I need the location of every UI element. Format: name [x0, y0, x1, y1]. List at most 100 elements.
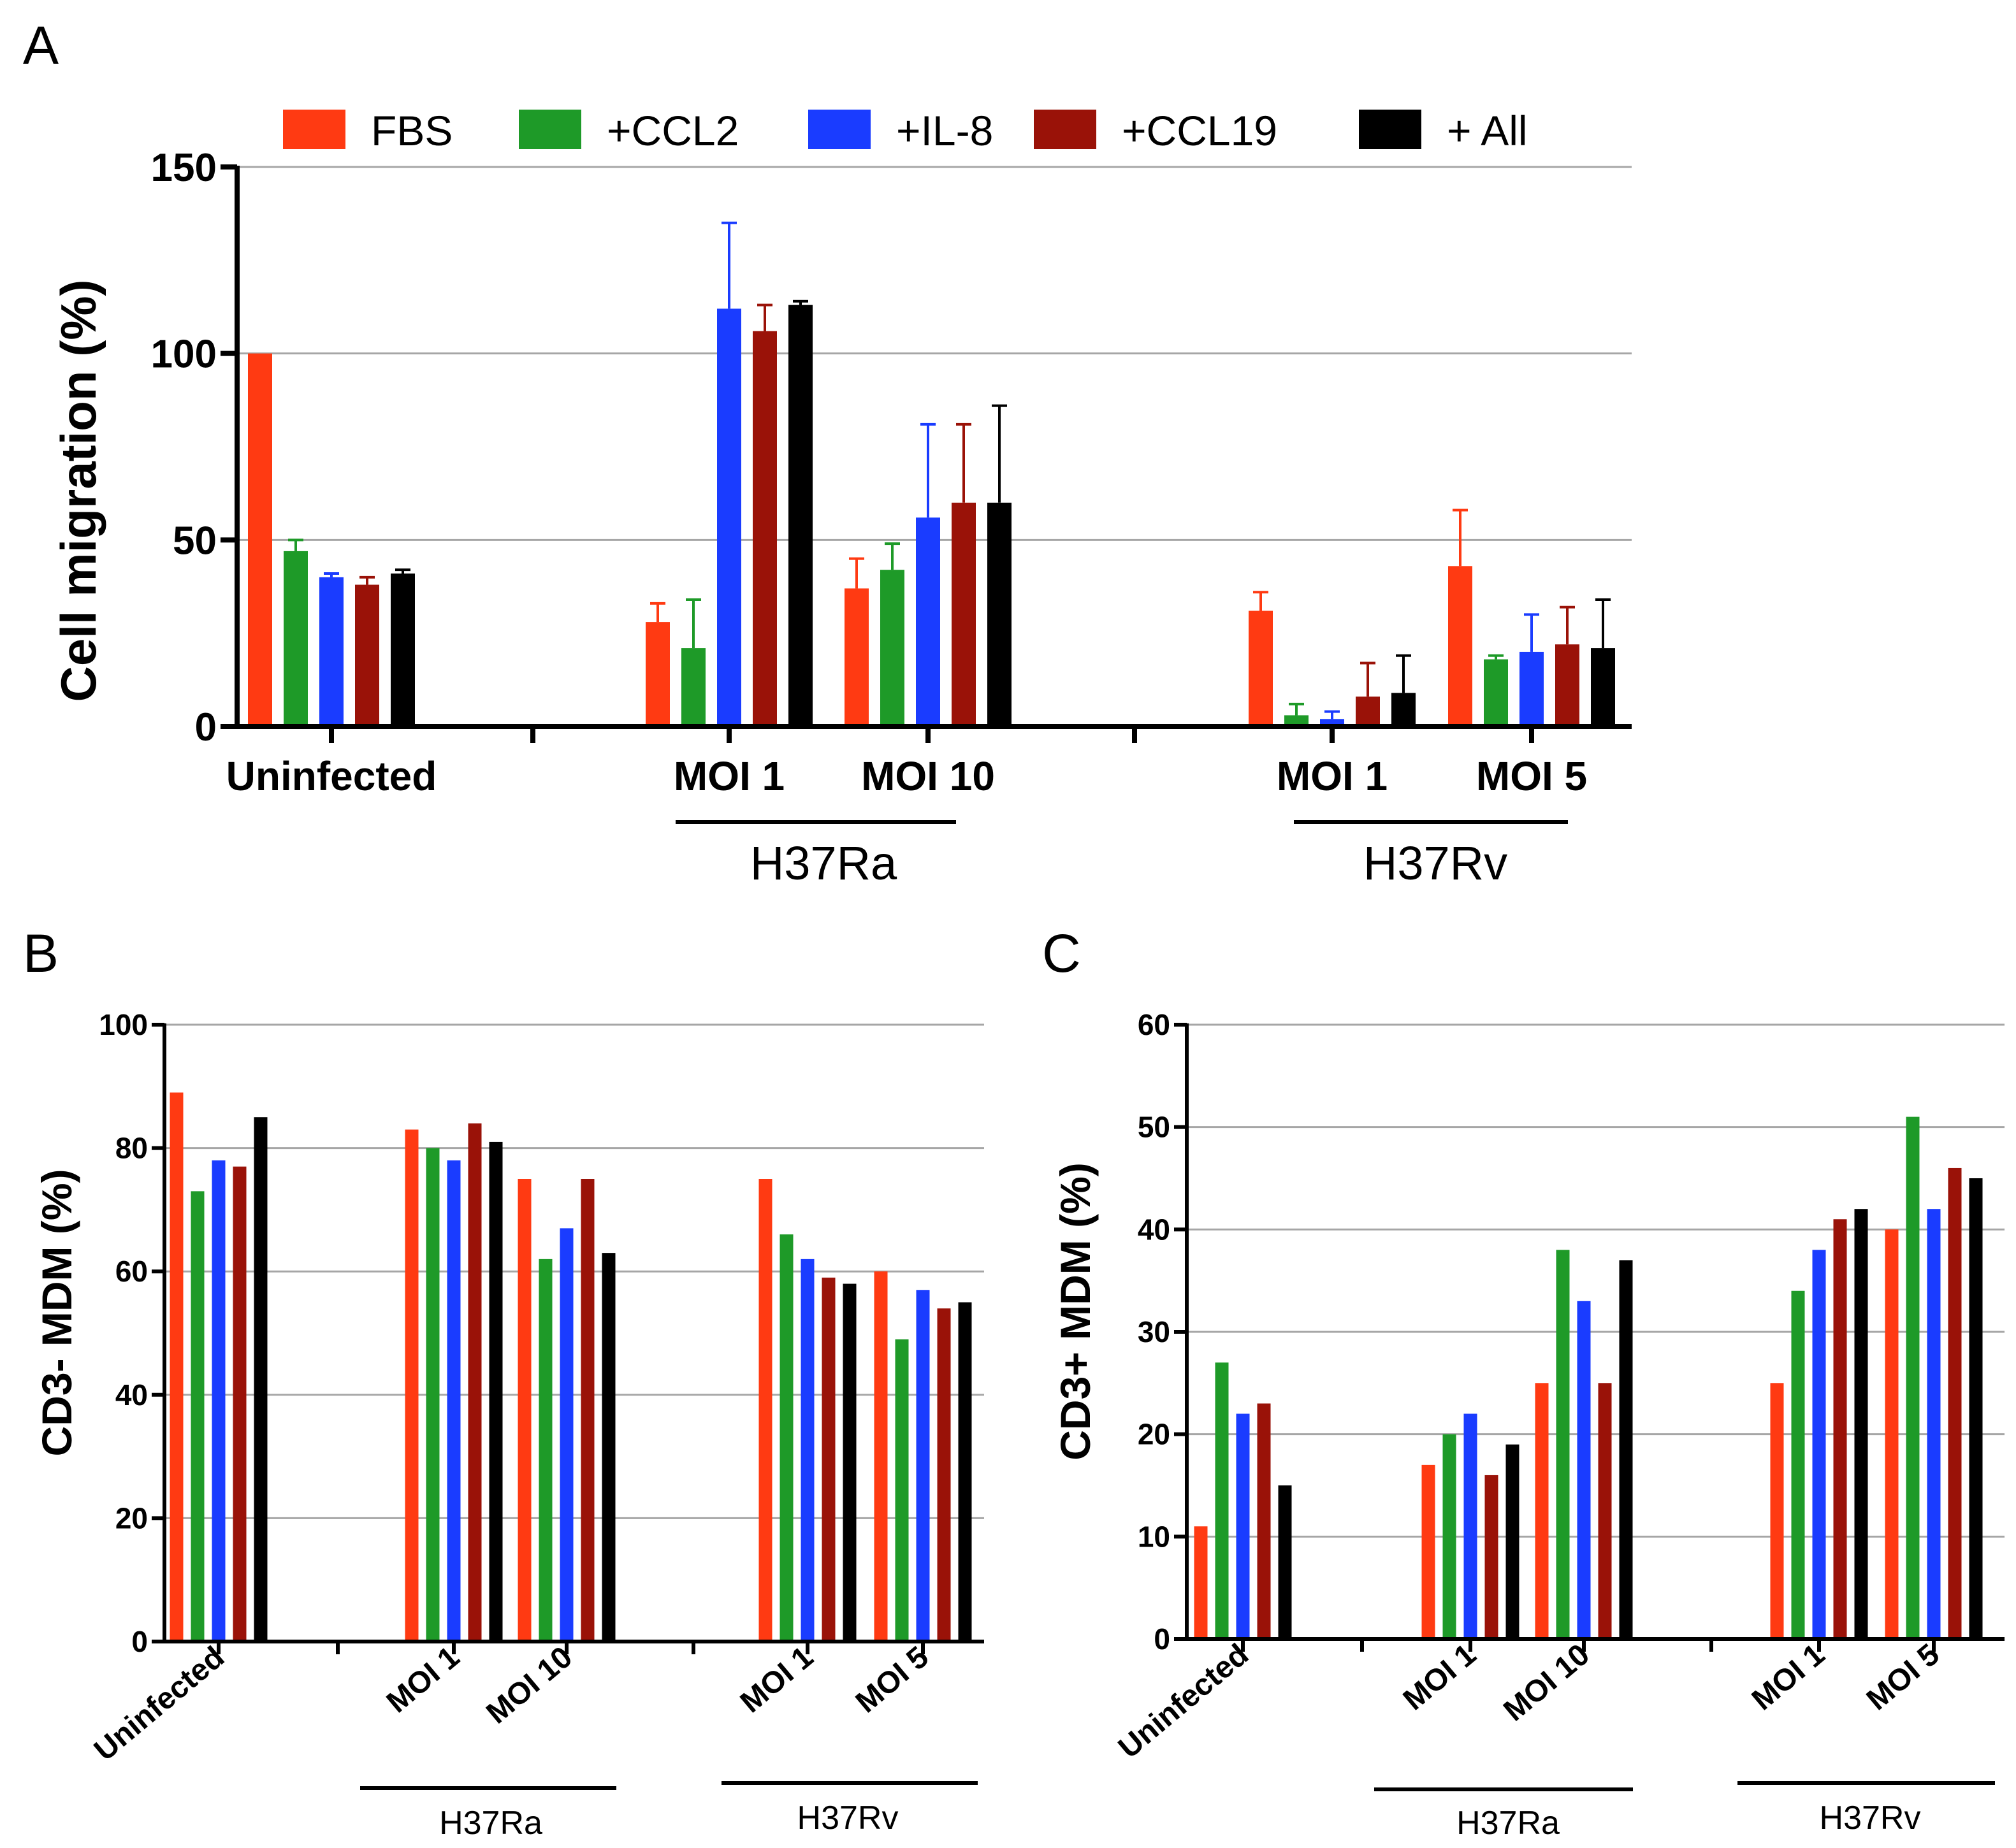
bar-all-0 — [1278, 1485, 1292, 1639]
y-tick-label: 50 — [173, 519, 217, 563]
panel-letter-b: B — [23, 923, 59, 983]
bar-fbs-4 — [1885, 1229, 1899, 1639]
legend-label-ccl2: +CCL2 — [607, 107, 739, 154]
group-labels: Uninfected MOI 1 MOI 10 MOI 1 MOI 5 — [88, 1640, 978, 1790]
x-group-label-0: Uninfected — [1112, 1638, 1255, 1765]
bar-ccl19-0 — [355, 584, 379, 726]
bar-ccl19-3 — [822, 1277, 836, 1642]
bar-ccl2-1 — [681, 648, 706, 726]
y-tick-label: 60 — [115, 1255, 148, 1288]
x-group-label-1: MOI 1 — [1397, 1638, 1483, 1717]
bar-fbs-3 — [758, 1179, 772, 1642]
legend-label-il8: +IL-8 — [896, 107, 993, 154]
bar-series — [1194, 1116, 1983, 1639]
bar-il-8-1 — [1463, 1413, 1477, 1639]
bar-il-8-4 — [1519, 651, 1544, 726]
bar-all-2 — [1619, 1260, 1633, 1639]
bar-ccl2-4 — [1906, 1116, 1920, 1639]
legend-swatch-fbs — [283, 110, 345, 149]
y-axis-label: CD3- MDM (%) — [33, 1169, 80, 1457]
y-tick-label: 80 — [115, 1132, 148, 1165]
bar-all-3 — [843, 1283, 857, 1642]
y-tick-label: 100 — [151, 333, 217, 377]
grid-lines — [164, 1023, 984, 1519]
bar-all-2 — [602, 1253, 616, 1642]
bar-ccl2-2 — [880, 570, 904, 726]
bar-ccl2-0 — [284, 551, 308, 726]
axes: 0 10 20 30 40 50 60 — [1138, 1008, 2005, 1656]
legend-label-all: + All — [1447, 107, 1528, 154]
bar-all-0 — [391, 574, 415, 726]
y-tick-label: 40 — [115, 1378, 148, 1411]
chart-panel-b: 0 20 40 60 80 100 CD3- MDM (%) Uninfected MOI … — [33, 1008, 984, 1842]
x-group-label-3: MOI 1 — [1277, 753, 1388, 799]
legend: FBS +CCL2 +IL-8 +CCL19 + All — [283, 107, 1528, 154]
strain-label-h37ra: H37Ra — [750, 837, 897, 890]
bar-il-8-4 — [1927, 1209, 1941, 1639]
bar-ccl2-1 — [426, 1148, 440, 1642]
bar-all-1 — [1505, 1444, 1519, 1639]
bar-all-4 — [1969, 1178, 1983, 1639]
group-labels: Uninfected MOI 1 MOI 10 MOI 1 MOI 5 — [1112, 1638, 1995, 1791]
legend-swatch-ccl19 — [1034, 110, 1096, 149]
bar-ccl19-1 — [468, 1123, 482, 1642]
bar-fbs-1 — [405, 1129, 419, 1642]
bar-ccl19-4 — [937, 1308, 951, 1642]
bar-fbs-0 — [170, 1092, 184, 1642]
bar-ccl2-4 — [895, 1339, 909, 1642]
bar-all-4 — [1591, 648, 1615, 726]
bar-all-3 — [1391, 693, 1416, 726]
bar-fbs-4 — [1448, 566, 1472, 726]
bar-il-8-0 — [319, 577, 344, 726]
bar-fbs-2 — [1535, 1383, 1549, 1639]
x-group-label-2: MOI 10 — [480, 1640, 579, 1731]
bar-il-8-3 — [801, 1259, 815, 1642]
strain-label-h37ra: H37Ra — [1456, 1805, 1560, 1842]
y-axis-label: Cell migration (%) — [50, 279, 106, 702]
bar-il-8-3 — [1812, 1250, 1826, 1639]
chart-panel-a: 0 50 100 150 Cell migration (%) Uninfected M… — [50, 146, 1632, 890]
legend-swatch-ccl2 — [519, 110, 581, 149]
bar-series — [248, 221, 1615, 727]
grid-lines — [237, 166, 1632, 541]
x-group-label-4: MOI 5 — [1476, 753, 1587, 799]
bar-ccl19-1 — [1484, 1475, 1498, 1639]
x-group-label-4: MOI 5 — [850, 1640, 935, 1720]
y-tick-label: 100 — [99, 1008, 148, 1041]
bar-fbs-1 — [646, 622, 670, 726]
y-tick-label: 60 — [1138, 1008, 1170, 1041]
legend-swatch-il8 — [808, 110, 871, 149]
bar-ccl2-4 — [1484, 659, 1508, 726]
x-group-label-3: MOI 1 — [734, 1640, 820, 1720]
bar-ccl2-2 — [1556, 1250, 1570, 1639]
bar-ccl2-0 — [1215, 1362, 1229, 1639]
bar-ccl19-3 — [1356, 697, 1380, 726]
x-group-label-0: Uninfected — [226, 753, 437, 799]
strain-label-h37rv: H37Rv — [1363, 837, 1507, 890]
bar-fbs-4 — [874, 1271, 888, 1642]
x-group-label-1: MOI 1 — [674, 753, 785, 799]
chart-panel-c: 0 10 20 30 40 50 60 CD3+ MDM (%) Uninfected MOI… — [1052, 1008, 2005, 1842]
x-group-label-2: MOI 10 — [1497, 1638, 1596, 1728]
bar-fbs-1 — [1421, 1464, 1435, 1639]
bar-ccl2-3 — [1791, 1290, 1805, 1639]
y-axis-label: CD3+ MDM (%) — [1052, 1162, 1099, 1461]
bar-fbs-2 — [845, 588, 869, 726]
panel-letter-a: A — [23, 15, 59, 75]
bar-series — [170, 1092, 972, 1642]
bar-il-8-0 — [1236, 1413, 1250, 1639]
bar-all-2 — [987, 502, 1012, 726]
bar-ccl19-4 — [1948, 1167, 1962, 1639]
bar-ccl19-2 — [1598, 1383, 1612, 1639]
y-tick-label: 20 — [115, 1501, 148, 1534]
legend-label-ccl19: +CCL19 — [1122, 107, 1277, 154]
bar-all-0 — [254, 1117, 268, 1642]
x-group-label-4: MOI 5 — [1860, 1638, 1946, 1717]
strain-label-h37rv: H37Rv — [1820, 1800, 1921, 1837]
y-tick-label: 40 — [1138, 1213, 1170, 1246]
x-group-label-0: Uninfected — [88, 1640, 231, 1768]
bar-il-8-2 — [560, 1228, 574, 1642]
panel-letter-c: C — [1042, 923, 1081, 983]
bar-ccl19-0 — [233, 1166, 247, 1642]
